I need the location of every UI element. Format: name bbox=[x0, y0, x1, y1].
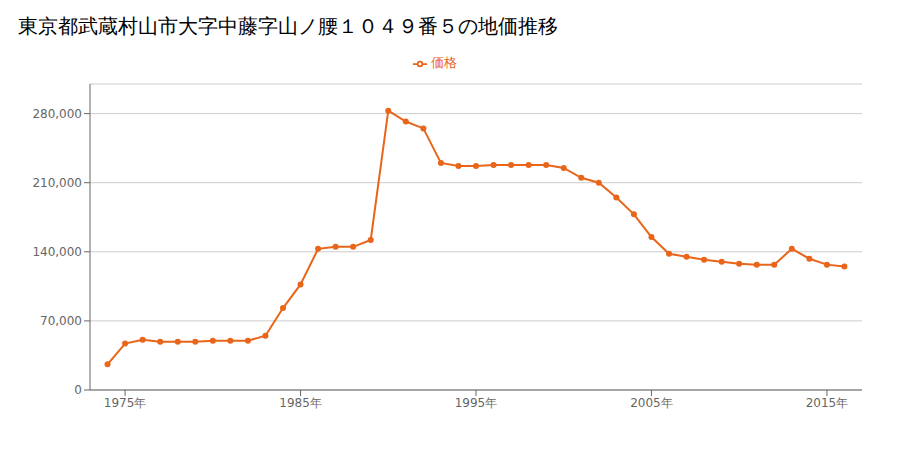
svg-text:140,000: 140,000 bbox=[32, 245, 82, 259]
svg-text:2015年: 2015年 bbox=[806, 396, 849, 410]
svg-text:210,000: 210,000 bbox=[32, 176, 82, 190]
svg-text:0: 0 bbox=[74, 383, 82, 397]
html-text:東京都武蔵村山市大字中藤字山ノ腰１０４９番５の地価推移: 東京都武蔵村山市大字中藤字山ノ腰１０４９番５の地価推移 bbox=[18, 14, 558, 38]
svg-text:1995年: 1995年 bbox=[455, 396, 498, 410]
svg-text:1985年: 1985年 bbox=[279, 396, 322, 410]
svg-text:70,000: 70,000 bbox=[40, 314, 82, 328]
svg-text:1975年: 1975年 bbox=[104, 396, 147, 410]
svg-text:2005年: 2005年 bbox=[630, 396, 673, 410]
html-text:価格: 価格 bbox=[431, 55, 457, 70]
svg-text:280,000: 280,000 bbox=[32, 107, 82, 121]
